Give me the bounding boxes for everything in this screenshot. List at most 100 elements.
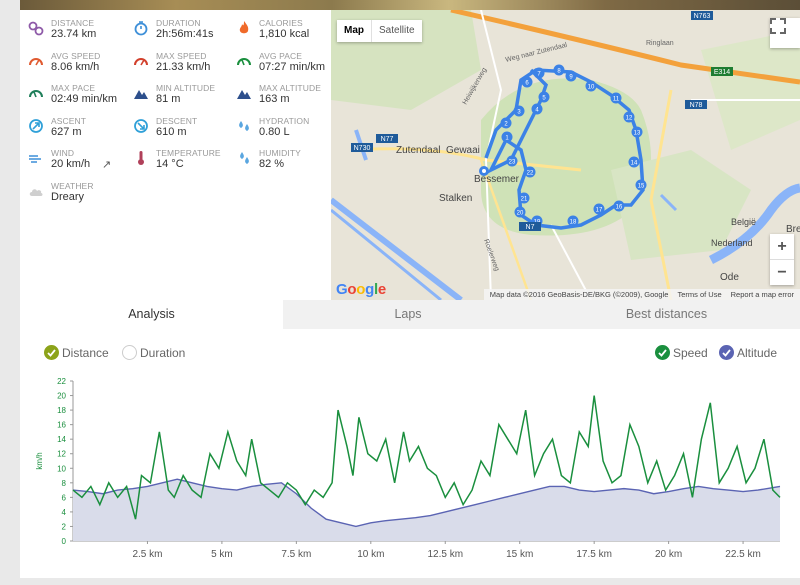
waypoint-marker[interactable]: 3 [513, 105, 525, 117]
route-map[interactable]: 1234567891011121314151617181920212223 Zu… [331, 10, 800, 300]
map-label: Bre [786, 224, 800, 235]
stat-humidity: Humidity 82 % [228, 146, 333, 176]
road-shield: N7 [519, 222, 541, 231]
stat-duration: Duration 2h:56m:41s [125, 16, 230, 46]
map-label: België [731, 217, 756, 227]
speed-series-toggle[interactable]: Speed [655, 345, 708, 360]
wind-direction-icon: ↗ [102, 159, 112, 171]
waypoint-marker[interactable]: 12 [623, 111, 635, 123]
stat-label: Max pace [51, 83, 96, 93]
waypoint-marker[interactable]: 1 [501, 131, 513, 143]
stat-value: 627 m [51, 125, 82, 138]
svg-text:17: 17 [596, 207, 603, 213]
svg-text:8: 8 [557, 68, 561, 74]
y-tick-label: 4 [62, 508, 67, 517]
wind-icon [29, 155, 41, 163]
speedometer-icon [29, 57, 43, 65]
zoom-in-button[interactable]: + [777, 237, 787, 255]
map-type-map-button[interactable]: Map [344, 25, 364, 36]
waypoint-marker[interactable]: 8 [553, 64, 565, 76]
speed-altitude-chart[interactable]: 0 2 4 6 8 10 12 14 16 18 20 22 km/h 2.5 km 5 km 7.5 km 1… [20, 369, 800, 579]
waypoint-marker[interactable]: 16 [613, 200, 625, 212]
stat-calories: Calories 1,810 kcal [228, 16, 333, 46]
waypoint-marker[interactable]: 5 [538, 91, 550, 103]
waypoint-marker[interactable]: 10 [585, 80, 597, 92]
waypoint-marker[interactable]: 6 [521, 76, 533, 88]
fullscreen-button[interactable] [770, 18, 800, 48]
stat-label: Wind [51, 148, 75, 158]
stat-label: Descent [156, 115, 198, 126]
svg-text:N77: N77 [381, 136, 394, 143]
duration-axis-toggle[interactable]: Duration [122, 345, 185, 360]
map-canvas[interactable]: 1234567891011121314151617181920212223 Zu… [331, 10, 800, 300]
speed-series-line [72, 395, 781, 520]
waypoint-marker[interactable]: 4 [531, 103, 543, 115]
stat-value: 1,810 kcal [259, 28, 310, 40]
tab-laps[interactable]: Laps [394, 307, 422, 321]
waypoint-marker[interactable]: 17 [593, 203, 605, 215]
stat-max-speed: Max speed 21.33 km/h [125, 49, 230, 79]
stat-value: 82 % [259, 158, 285, 170]
waypoint-marker[interactable]: 22 [524, 166, 536, 178]
altitude-series-line [72, 478, 781, 528]
distance-axis-toggle[interactable]: Distance [44, 345, 109, 360]
svg-text:20: 20 [517, 210, 524, 216]
y-tick-label: 8 [62, 479, 67, 488]
map-label: Nederland [711, 238, 753, 248]
stat-value: 163 m [259, 93, 290, 105]
stat-min-altitude: Min altitude 81 m [125, 81, 230, 111]
waypoint-marker[interactable]: 11 [610, 92, 622, 104]
stat-value: 21.33 km/h [156, 60, 211, 73]
waypoint-marker[interactable]: 7 [533, 67, 545, 79]
y-tick-label: 10 [57, 464, 66, 473]
stat-label: Hydration [259, 115, 310, 126]
cover-photo-strip [20, 0, 800, 10]
waypoint-marker[interactable]: 20 [514, 206, 526, 218]
waypoint-marker[interactable]: 15 [635, 179, 647, 191]
stat-value: 02:49 min/km [51, 93, 118, 105]
y-tick-label: 14 [57, 435, 66, 444]
svg-text:12: 12 [626, 115, 633, 121]
stat-value: 20 km/h [51, 158, 91, 170]
descent-icon [134, 118, 148, 133]
cloud-icon [29, 188, 43, 196]
start-marker-icon[interactable] [479, 166, 489, 176]
svg-text:N78: N78 [690, 102, 703, 109]
waypoint-marker[interactable]: 18 [567, 215, 579, 227]
altitude-series-toggle[interactable]: Altitude [719, 345, 777, 360]
waypoint-marker[interactable]: 21 [518, 192, 530, 204]
x-tick-label: 12.5 km [427, 549, 463, 560]
map-label: Zutendaal [396, 145, 440, 156]
tab-analysis[interactable]: Analysis [20, 300, 283, 329]
waypoint-marker[interactable]: 2 [500, 117, 512, 129]
x-tick-label: 7.5 km [281, 549, 311, 560]
svg-text:3: 3 [517, 109, 521, 115]
map-label: Gewaai [446, 145, 480, 156]
road-shield: N78 [685, 100, 707, 109]
altitude-toggle-label: Altitude [737, 345, 778, 360]
waypoint-marker[interactable]: 9 [565, 70, 577, 82]
tab-bar: Analysis Laps Best distances [20, 300, 800, 329]
waypoint-marker[interactable]: 13 [631, 126, 643, 138]
stat-label: Max speed [156, 50, 207, 61]
report-map-error-link[interactable]: Report a map error [730, 290, 794, 299]
waypoint-marker[interactable]: 14 [628, 156, 640, 168]
road-shield: E314 [711, 67, 733, 76]
stat-value: 0.80 L [259, 125, 290, 138]
svg-text:21: 21 [521, 196, 528, 202]
map-type-satellite-button[interactable]: Satellite [371, 20, 422, 42]
stat-descent: Descent 610 m [125, 114, 230, 144]
tab-best-distances[interactable]: Best distances [625, 307, 708, 321]
zoom-out-button[interactable]: − [777, 263, 787, 281]
map-label: Ringlaan [646, 40, 674, 47]
analysis-panel: Distance Duration Speed Altitude 0 2 4 6 8 10… [20, 329, 800, 585]
y-tick-label: 16 [57, 421, 66, 430]
waypoint-marker[interactable]: 23 [506, 155, 518, 167]
stat-avg-speed: Avg speed 8.06 km/h [20, 49, 125, 79]
terms-of-use-link[interactable]: Terms of Use [677, 290, 722, 299]
route-line [484, 68, 645, 230]
svg-text:16: 16 [616, 204, 623, 210]
y-tick-label: 0 [62, 537, 67, 546]
stat-label: Duration [156, 18, 201, 28]
altitude-area [73, 479, 780, 541]
